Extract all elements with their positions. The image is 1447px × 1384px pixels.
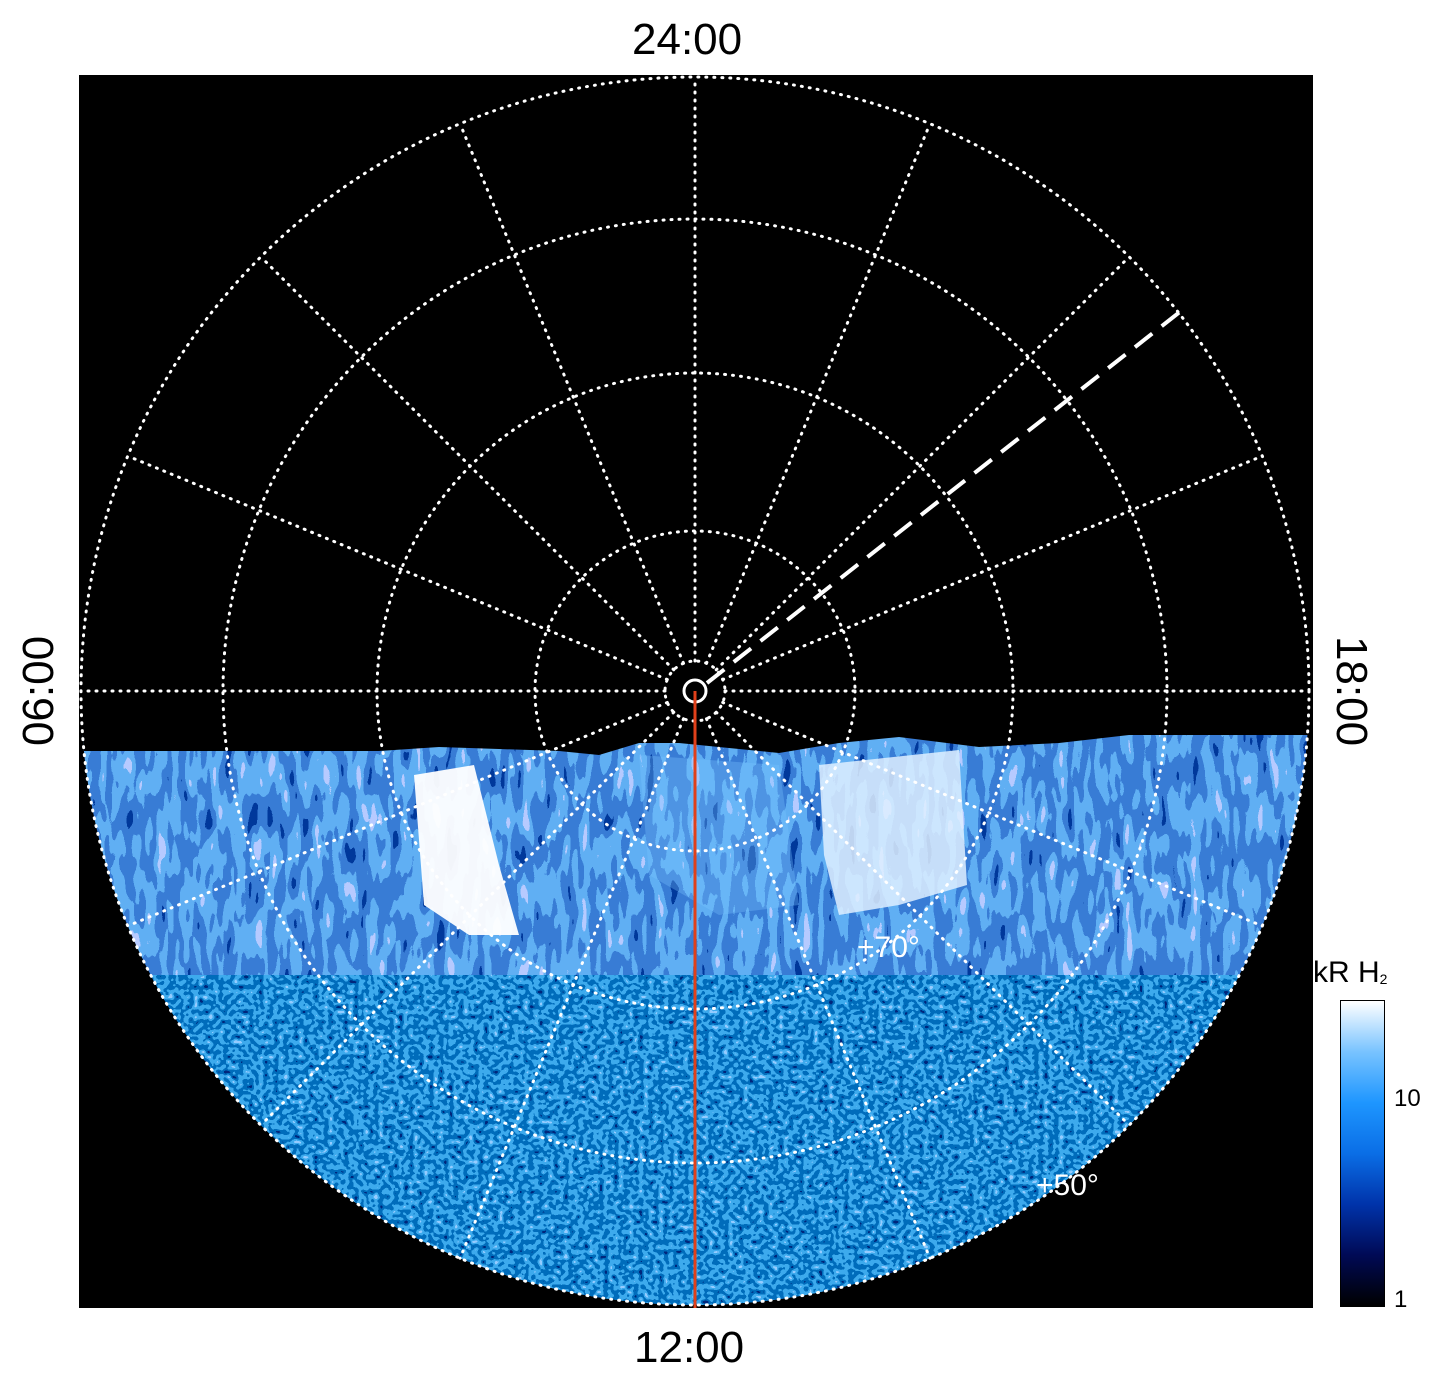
meridian-spoke (126, 700, 669, 928)
local-time-label-bottom: 12:00 (634, 1323, 745, 1372)
bright-patch-noon (639, 755, 799, 915)
meridian-spoke (714, 710, 1131, 1127)
local-time-label-right: 18:00 (1327, 635, 1377, 747)
colorbar-tick-10: 10 (1394, 1085, 1421, 1112)
meridian-spoke (721, 700, 1264, 928)
meridian-spoke (704, 122, 932, 665)
meridian-spoke (458, 122, 686, 665)
colorbar-title-sub: 2 (1379, 971, 1388, 987)
emission-edge-mask (81, 77, 1309, 755)
latitude-label-50: +50° (1036, 1169, 1099, 1202)
meridian-spoke (721, 454, 1264, 682)
latitude-label-70: +70° (857, 931, 920, 964)
colorbar-title-main: kR H (1313, 956, 1380, 989)
meridian-spoke (259, 710, 676, 1127)
meridian-spoke (458, 717, 686, 1260)
local-time-meridians (79, 75, 1311, 1307)
polar-grid-svg: +70° +50° (79, 75, 1311, 1308)
meridian-spoke (259, 255, 676, 672)
polar-projection-plot: +70° +50° (79, 75, 1313, 1308)
local-time-label-left: 06:00 (14, 635, 64, 747)
colorbar-title: kR H2 (1313, 956, 1387, 990)
bright-patch-dusk (819, 750, 967, 915)
colorbar (1340, 1000, 1385, 1307)
meridian-spoke (126, 454, 669, 682)
local-time-label-top: 24:00 (632, 15, 743, 64)
meridian-spoke (714, 255, 1131, 672)
colorbar-tick-1: 1 (1394, 1286, 1408, 1313)
meridian-spoke (704, 717, 932, 1260)
